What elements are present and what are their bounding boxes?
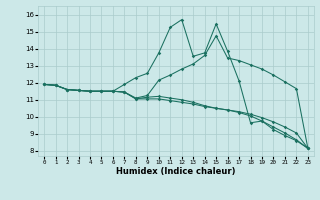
X-axis label: Humidex (Indice chaleur): Humidex (Indice chaleur) [116,167,236,176]
